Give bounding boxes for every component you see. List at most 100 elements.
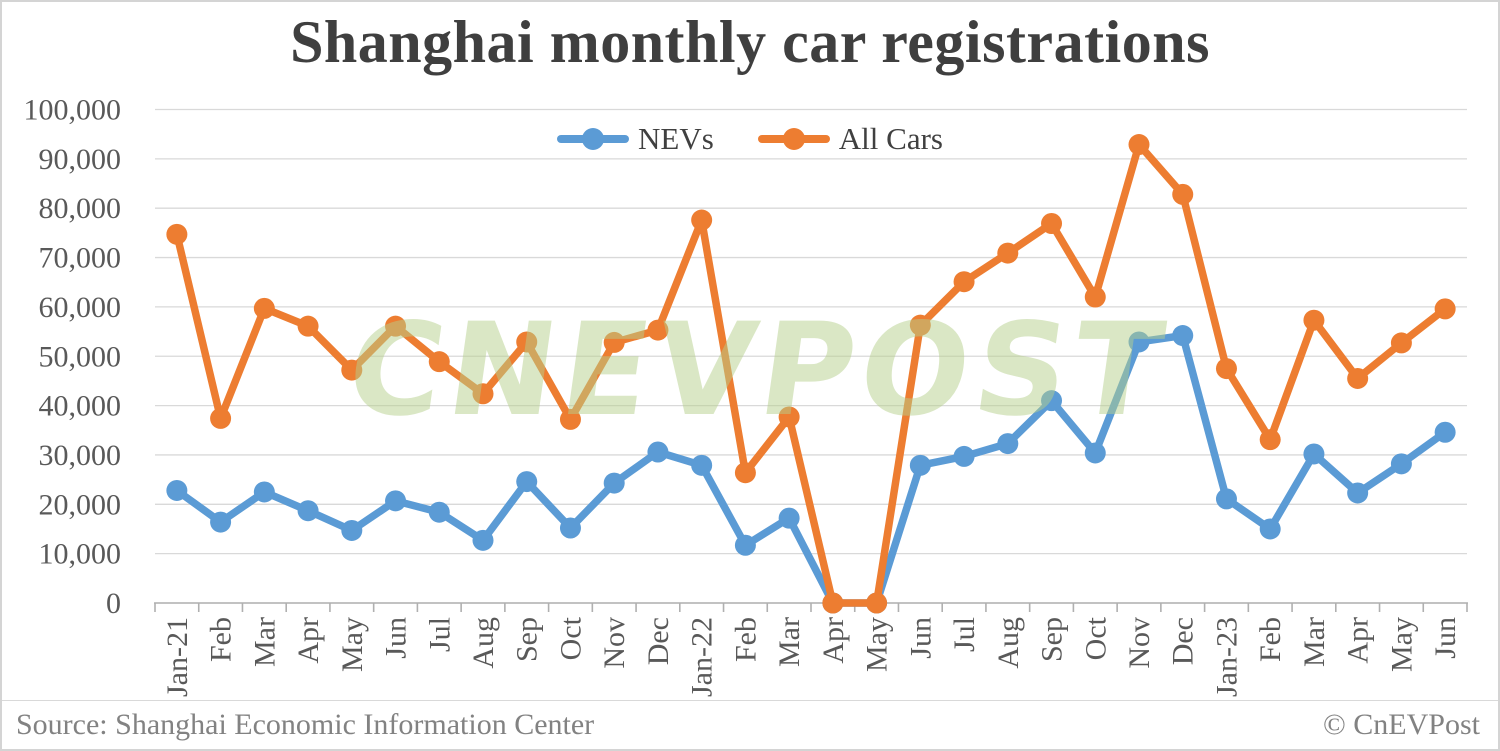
x-tick-label: Mar (248, 617, 281, 667)
x-tick-label: Feb (205, 617, 238, 662)
data-point-nevs (1041, 390, 1063, 412)
data-point-all-cars (1215, 358, 1237, 380)
x-axis-labels: Jan-21 Feb Mar Apr May Jun Jul Aug Sep Oct Nov Dec J… (161, 616, 1462, 697)
data-point-nevs (385, 490, 407, 512)
data-point-nevs (341, 519, 363, 541)
data-point-all-cars (253, 297, 275, 319)
nevs-legend-marker-icon (557, 127, 630, 150)
data-point-nevs (1434, 421, 1456, 443)
data-point-nevs (428, 501, 450, 523)
x-tick-label: Apr (292, 617, 325, 664)
data-point-all-cars (1347, 367, 1369, 389)
data-point-all-cars (866, 592, 888, 614)
data-point-nevs (603, 472, 625, 494)
data-point-all-cars (341, 359, 363, 381)
y-tick-label: 90,000 (39, 143, 122, 176)
data-point-all-cars (1128, 134, 1150, 156)
data-point-nevs (953, 445, 975, 467)
data-point-all-cars (778, 406, 800, 428)
y-tick-label: 60,000 (39, 291, 122, 324)
all-cars-legend-marker-icon (757, 127, 830, 150)
data-point-nevs (559, 517, 581, 539)
data-point-nevs (1172, 325, 1194, 347)
data-point-nevs (647, 441, 669, 463)
x-tick-label: Feb (1254, 617, 1287, 662)
x-tick-label: Jun (380, 617, 413, 659)
x-tick-label: Aug (992, 617, 1025, 669)
data-point-all-cars (516, 331, 538, 353)
y-tick-label: 80,000 (39, 192, 122, 225)
chart-title: Shanghai monthly car registrations (290, 9, 1210, 75)
legend-item-nevs[interactable]: NEVs (557, 123, 714, 154)
x-tick-label: Mar (773, 617, 806, 667)
x-tick-label: Jun (904, 617, 937, 659)
x-tick-label: Oct (1079, 616, 1112, 660)
x-tick-label: Nov (598, 617, 631, 669)
data-point-all-cars (1259, 429, 1281, 451)
x-tick-label: Sep (511, 617, 544, 662)
data-point-all-cars (822, 592, 844, 614)
data-point-all-cars (909, 314, 931, 336)
data-point-nevs (166, 479, 188, 501)
data-point-nevs (516, 471, 538, 493)
x-tick-label: Dec (642, 617, 675, 665)
x-tick-label: Jan-23 (1210, 617, 1243, 697)
data-point-all-cars (210, 407, 232, 429)
x-tick-label: Oct (554, 616, 587, 660)
x-tick-label: May (861, 617, 894, 672)
legend-item-all-cars[interactable]: All Cars (757, 121, 943, 156)
data-point-nevs (909, 454, 931, 476)
x-tick-label: Sep (1036, 617, 1069, 662)
data-point-all-cars (1390, 332, 1412, 354)
data-point-all-cars (691, 209, 713, 231)
data-point-nevs (778, 507, 800, 529)
x-tick-label: Jul (423, 617, 456, 652)
data-point-all-cars (734, 462, 756, 484)
data-point-all-cars (1434, 298, 1456, 320)
x-tick-label: Apr (817, 617, 850, 664)
y-tick-label: 20,000 (39, 488, 122, 521)
x-tick-label: Dec (1167, 617, 1200, 665)
y-tick-label: 10,000 (39, 538, 122, 571)
series-nevs (166, 325, 1456, 614)
data-point-all-cars (428, 351, 450, 373)
x-axis (154, 602, 1468, 612)
x-tick-label: Jan-21 (161, 617, 194, 697)
data-point-nevs (253, 481, 275, 503)
data-point-nevs (210, 511, 232, 533)
data-point-nevs (1390, 453, 1412, 475)
data-point-all-cars (997, 242, 1019, 264)
data-point-nevs (472, 529, 494, 551)
data-point-all-cars (472, 383, 494, 405)
data-point-all-cars (647, 319, 669, 341)
y-tick-label: 100,000 (24, 94, 122, 127)
watermark: CNEVPOST (339, 297, 1177, 445)
data-point-all-cars (1041, 212, 1063, 234)
x-tick-label: Apr (1342, 617, 1375, 664)
x-tick-label: Jun (1429, 617, 1462, 659)
x-tick-label: Mar (1298, 617, 1331, 667)
y-tick-label: 50,000 (39, 340, 122, 373)
all-cars-legend-label: All Cars (838, 121, 943, 156)
data-point-nevs (691, 454, 713, 476)
data-point-nevs (1347, 482, 1369, 504)
x-tick-label: May (1385, 617, 1418, 672)
nevs-legend-label: NEVs (638, 121, 714, 156)
y-axis-labels: 0 10,000 20,000 30,000 40,000 50,000 60,000 70,… (24, 94, 122, 621)
data-point-all-cars (603, 331, 625, 353)
data-point-nevs (1128, 331, 1150, 353)
y-tick-label: 70,000 (39, 242, 122, 275)
data-point-nevs (997, 433, 1019, 455)
x-tick-label: Jul (948, 617, 981, 652)
data-point-all-cars (1172, 183, 1194, 205)
data-point-all-cars (297, 315, 319, 337)
nevs-legend-dot-icon (582, 127, 605, 150)
all-cars-legend-dot-icon (782, 127, 805, 150)
x-tick-label: May (336, 617, 369, 672)
x-tick-label: Aug (467, 617, 500, 669)
legend: NEVs All Cars (2, 123, 1498, 154)
x-tick-label: Feb (729, 617, 762, 662)
data-point-nevs (1259, 518, 1281, 540)
